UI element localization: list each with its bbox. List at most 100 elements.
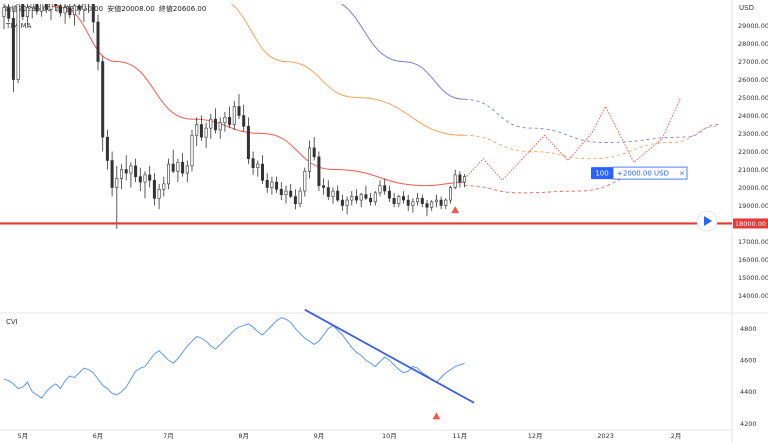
support-price-label: 18000.00	[735, 220, 766, 228]
candle	[303, 167, 307, 197]
candle	[406, 194, 410, 211]
candle	[228, 106, 232, 129]
candle-body	[134, 165, 138, 177]
candle-body	[204, 127, 208, 138]
candle	[322, 178, 326, 195]
candle-body	[260, 163, 264, 181]
candle-body	[359, 194, 363, 201]
candlestick-series	[2, 4, 467, 229]
candle-body	[322, 185, 326, 188]
candle	[185, 160, 189, 183]
candle-body	[383, 185, 387, 192]
time-tick-label: 9月	[314, 432, 325, 440]
candle-body	[21, 4, 25, 17]
candle-body	[16, 4, 20, 80]
ma-line-blue	[340, 4, 465, 100]
candle	[134, 158, 138, 183]
candle	[223, 111, 227, 132]
candle	[21, 4, 25, 21]
candle	[63, 4, 67, 24]
position-close-icon[interactable]: ×	[679, 170, 685, 178]
candle	[392, 192, 396, 208]
candle	[373, 191, 377, 206]
price-tick-label: 26000.00	[738, 76, 768, 84]
candle	[195, 117, 199, 147]
price-tick-label: 27000.00	[738, 58, 768, 66]
candle-body	[246, 126, 250, 159]
candle	[270, 176, 274, 195]
candle	[2, 4, 6, 30]
cvi-series	[3, 308, 475, 404]
candle	[54, 4, 58, 12]
cvi-line	[3, 317, 465, 399]
candle	[336, 185, 340, 202]
candle-body	[439, 199, 443, 206]
candle-body	[115, 178, 119, 188]
candle-body	[331, 190, 335, 197]
position-tag[interactable]: 100 +2000.00 USD ×	[591, 166, 688, 180]
time-axis: 5月 6月 7月 8月 9月 10月 11月 12月 2023 2月	[17, 432, 681, 440]
projection-orange-dashed	[464, 125, 719, 160]
annotations: 100 +2000.00 USD ×	[432, 166, 718, 420]
candle	[369, 192, 373, 206]
candle	[416, 192, 420, 206]
candle-body	[110, 160, 114, 188]
candle-body	[167, 163, 171, 185]
price-tick-label: 17000.00	[738, 238, 768, 246]
play-icon	[704, 216, 712, 226]
candle	[96, 14, 100, 71]
candle-body	[434, 199, 438, 203]
candle-body	[40, 4, 44, 12]
candle-body	[463, 176, 467, 183]
candle-body	[96, 21, 100, 62]
cvi-tick-label: 4600	[740, 357, 757, 365]
moving-averages	[46, 4, 465, 187]
candle	[190, 129, 194, 172]
candle-body	[87, 4, 91, 5]
candle-body	[406, 199, 410, 206]
candle	[312, 137, 316, 161]
candle-body	[307, 147, 311, 172]
candle	[11, 11, 15, 93]
candle	[176, 158, 180, 183]
candle-body	[77, 5, 81, 10]
candle-body	[171, 163, 175, 172]
time-tick-label: 6月	[93, 432, 104, 440]
candle-body	[275, 181, 279, 190]
candle-body	[54, 4, 58, 7]
candle-body	[392, 197, 396, 204]
candle-body	[364, 194, 368, 199]
price-tick-label: 29000.00	[738, 22, 768, 30]
candle-body	[199, 124, 203, 138]
candle-body	[35, 4, 39, 12]
candle-body	[73, 5, 77, 16]
candle	[68, 4, 72, 19]
price-tick-label: 21000.00	[738, 166, 768, 174]
candle-body	[223, 117, 227, 124]
candle	[16, 4, 20, 84]
candle-body	[373, 192, 377, 203]
candle-body	[7, 7, 11, 19]
indicator-label-cvi[interactable]: CVI	[6, 318, 18, 326]
price-tick-label: 25000.00	[738, 94, 768, 102]
candle-body	[148, 174, 152, 181]
candle	[420, 194, 424, 208]
candle	[326, 180, 330, 201]
candle	[260, 155, 264, 184]
candle	[411, 198, 415, 213]
candle	[401, 191, 405, 204]
candle-body	[129, 165, 133, 174]
candle	[73, 4, 77, 26]
scroll-to-realtime-button[interactable]	[696, 210, 718, 232]
candle	[453, 169, 457, 190]
candle	[251, 151, 255, 175]
candle	[307, 140, 311, 179]
position-value: +2000.00 USD	[617, 170, 669, 178]
buy-marker-cvi	[432, 412, 441, 420]
candle-body	[401, 196, 405, 201]
candle	[40, 4, 44, 17]
candle	[279, 182, 283, 201]
candle-body	[279, 188, 283, 195]
